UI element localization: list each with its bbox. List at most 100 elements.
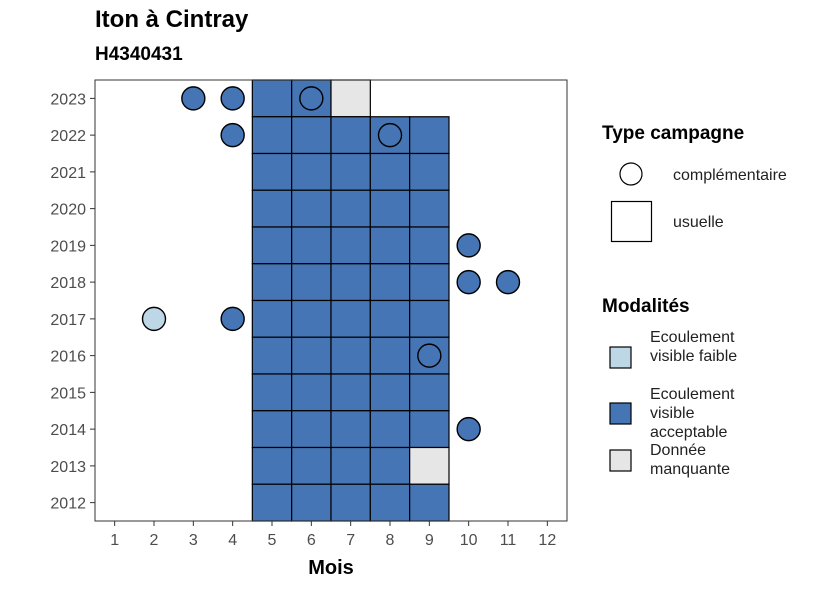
tile-2020-6 xyxy=(291,189,332,228)
x-tick-label-11: 11 xyxy=(500,532,517,549)
y-tick-label-2017: 2017 xyxy=(50,312,86,329)
panel-border xyxy=(94,79,568,522)
tile-2021-7 xyxy=(330,152,371,191)
tile-2016-7 xyxy=(330,336,371,375)
tile-2019-6 xyxy=(291,226,332,265)
y-tick-label-2015: 2015 xyxy=(50,385,86,402)
y-tick-label-2013: 2013 xyxy=(50,459,86,476)
tile-2019-7 xyxy=(330,226,371,265)
legend-label-acceptable: Ecoulement visible acceptable xyxy=(650,386,735,442)
tile-2015-7 xyxy=(330,373,371,412)
legend-label-faible: Ecoulement visible faible xyxy=(650,329,738,366)
tile-2015-5 xyxy=(251,373,293,412)
legend-modalites-title: Modalités xyxy=(602,296,690,317)
tile-2019-5 xyxy=(251,226,293,265)
point-2022-8 xyxy=(377,122,403,148)
x-axis-label: Mois xyxy=(308,557,354,579)
tile-2014-5 xyxy=(251,410,293,449)
tile-2013-7 xyxy=(330,446,371,485)
tile-2022-9 xyxy=(409,116,450,155)
tile-2017-7 xyxy=(330,299,371,338)
legend-label-manquante: Donnée manquante xyxy=(650,442,731,479)
y-tick-label-2012: 2012 xyxy=(50,496,86,513)
tile-2019-8 xyxy=(369,226,411,265)
y-tick-label-2016: 2016 xyxy=(50,349,86,366)
tile-2014-9 xyxy=(409,410,450,449)
tile-2021-9 xyxy=(409,152,450,191)
x-tick-label-12: 12 xyxy=(538,532,556,549)
tile-2023-5 xyxy=(251,79,293,118)
x-tick-label-3: 3 xyxy=(189,532,198,549)
tile-2018-5 xyxy=(251,263,293,302)
legend-type-title: Type campagne xyxy=(602,123,745,144)
legend-key-manquante xyxy=(609,449,632,472)
tile-2023-7 xyxy=(330,79,371,118)
y-tick-label-2019: 2019 xyxy=(50,238,86,255)
x-tick-label-4: 4 xyxy=(228,532,237,549)
tile-2012-6 xyxy=(291,483,332,522)
legend-square-key xyxy=(610,200,653,243)
legend-key-faible xyxy=(609,346,632,369)
tile-2016-6 xyxy=(291,336,332,375)
x-tick-label-8: 8 xyxy=(386,532,395,549)
tile-2018-7 xyxy=(330,263,371,302)
tile-2015-9 xyxy=(409,373,450,412)
tile-2017-8 xyxy=(369,299,411,338)
x-tick-label-5: 5 xyxy=(268,532,277,549)
tile-2020-7 xyxy=(330,189,371,228)
tile-2015-6 xyxy=(291,373,332,412)
tile-2014-6 xyxy=(291,410,332,449)
y-tick-label-2021: 2021 xyxy=(50,165,86,182)
tile-2018-8 xyxy=(369,263,411,302)
point-2017-4 xyxy=(220,306,245,332)
tile-2012-7 xyxy=(330,483,371,522)
point-2018-10 xyxy=(456,269,481,295)
tile-2013-5 xyxy=(251,446,293,485)
y-tick-label-2014: 2014 xyxy=(50,422,86,439)
point-2016-9 xyxy=(417,343,442,368)
tile-2020-8 xyxy=(369,189,411,228)
tile-2019-9 xyxy=(409,226,450,265)
x-tick-label-7: 7 xyxy=(346,532,355,549)
tile-2020-9 xyxy=(409,189,450,228)
tile-2013-8 xyxy=(369,446,411,485)
point-2019-10 xyxy=(456,233,481,258)
tile-2014-8 xyxy=(369,410,411,449)
tile-2021-6 xyxy=(291,152,332,191)
points-layer xyxy=(141,86,521,442)
x-tick-label-2: 2 xyxy=(150,532,159,549)
legend-type-label-complementaire: complémentaire xyxy=(673,167,787,184)
point-2017-2 xyxy=(141,306,167,332)
point-2023-4 xyxy=(220,86,245,111)
legend-type-label-usuelle: usuelle xyxy=(673,214,724,231)
legend-circle-key xyxy=(619,162,643,186)
legend-key-acceptable xyxy=(609,402,632,425)
tiles-layer xyxy=(251,79,450,522)
x-axis: 1 2 3 4 5 6 7 8 9 10 11 12 xyxy=(110,521,556,549)
tile-2018-9 xyxy=(409,263,450,302)
point-2018-11 xyxy=(495,269,521,295)
y-tick-label-2023: 2023 xyxy=(50,91,86,108)
tile-2017-9 xyxy=(409,299,450,338)
tile-2020-5 xyxy=(251,189,293,228)
tile-2013-6 xyxy=(291,446,332,485)
x-tick-label-10: 10 xyxy=(460,532,478,549)
x-tick-label-6: 6 xyxy=(307,532,316,549)
tile-2012-9 xyxy=(409,483,450,522)
point-2014-10 xyxy=(456,416,481,442)
y-tick-label-2020: 2020 xyxy=(50,202,86,219)
tile-2022-5 xyxy=(251,116,293,155)
tile-2015-8 xyxy=(369,373,411,412)
tile-2013-9 xyxy=(409,446,450,485)
tile-2012-8 xyxy=(369,483,411,522)
chart-title: Iton à Cintray xyxy=(95,6,249,33)
tile-2017-6 xyxy=(291,299,332,338)
tile-2021-5 xyxy=(251,152,293,191)
x-tick-label-9: 9 xyxy=(425,532,434,549)
point-2023-3 xyxy=(181,86,206,111)
y-tick-label-2018: 2018 xyxy=(50,275,86,292)
tile-2022-6 xyxy=(291,116,332,155)
chart-subtitle: H4340431 xyxy=(95,44,183,65)
tile-2012-5 xyxy=(251,483,293,522)
